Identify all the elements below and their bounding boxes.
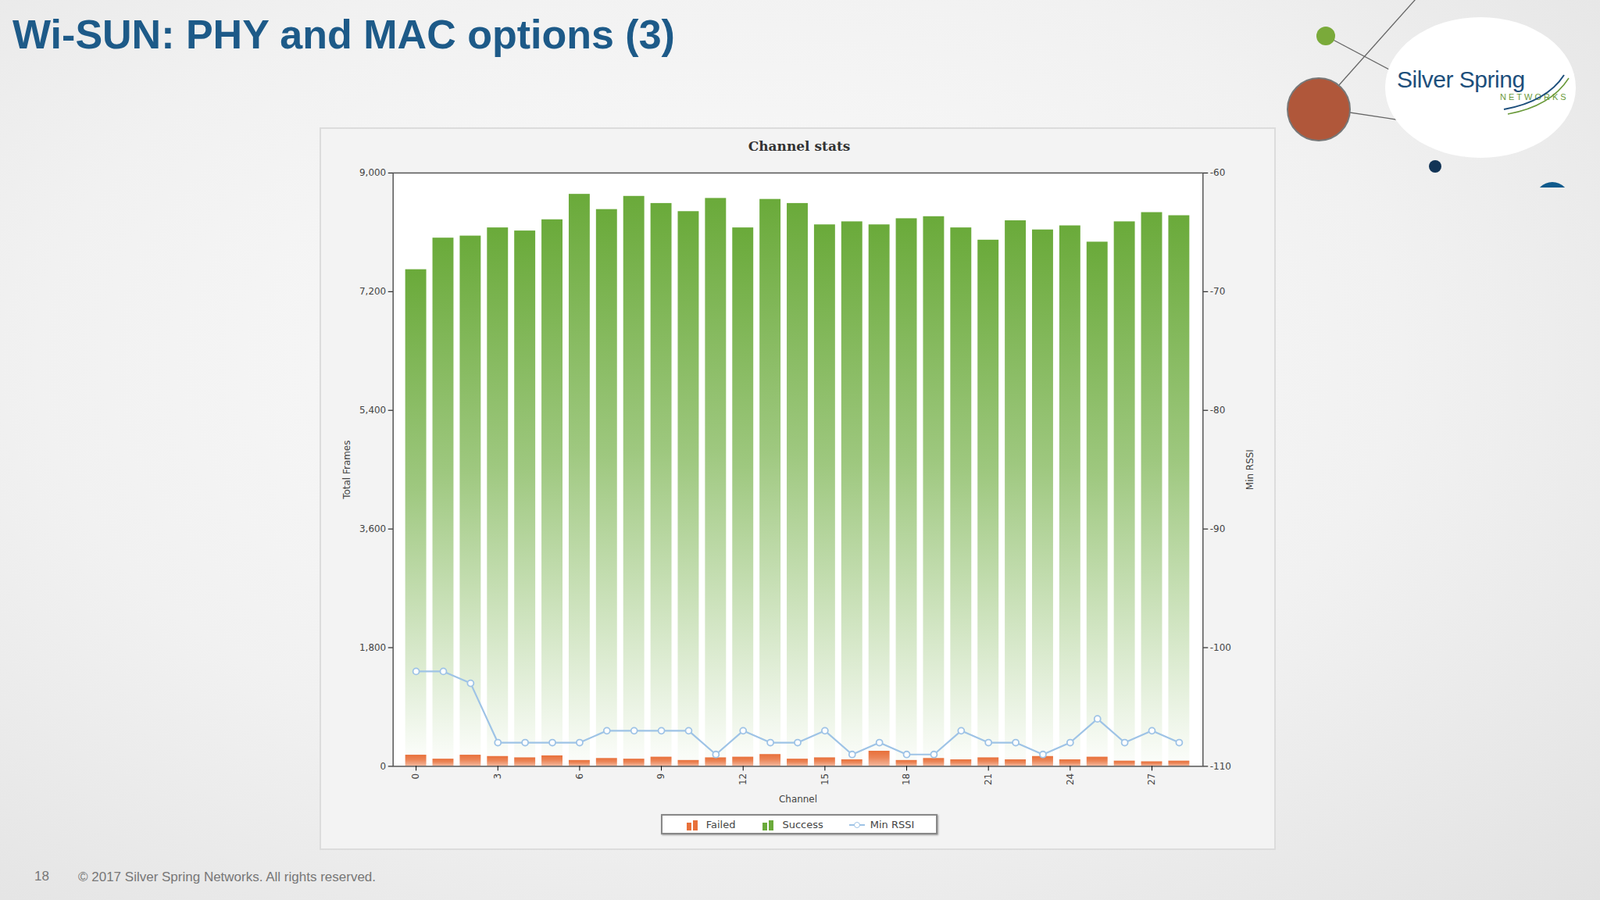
svg-text:18: 18 [900,773,912,786]
svg-text:24: 24 [1064,773,1076,786]
svg-text:5,400: 5,400 [359,404,386,416]
svg-text:NETWORKS: NETWORKS [1500,92,1569,102]
svg-text:1,800: 1,800 [359,642,386,654]
svg-text:12: 12 [737,773,749,786]
svg-text:7,200: 7,200 [359,285,386,297]
html-text:© 2017 Silver Spring Networks.: © 2017 Silver Spring Networks. All right… [78,869,376,885]
svg-text:0: 0 [410,773,422,780]
html-text:Failed: Failed [706,818,736,831]
html-text:Min RSSI: Min RSSI [870,818,915,831]
svg-text:Silver Spring: Silver Spring [1396,66,1525,93]
html-text:18: 18 [34,868,50,884]
svg-text:27: 27 [1146,773,1158,786]
html-text:Wi-SUN: PHY and MAC options (3: Wi-SUN: PHY and MAC options (3) [12,11,675,58]
html-text:Channel stats: Channel stats [748,138,851,154]
svg-text:21: 21 [982,773,994,786]
svg-text:0: 0 [380,760,387,772]
svg-text:3,600: 3,600 [359,523,386,535]
svg-text:9: 9 [655,773,667,780]
svg-text:-90: -90 [1210,523,1226,535]
svg-text:Min RSSI: Min RSSI [1244,449,1256,490]
html-text:Success: Success [782,818,824,831]
svg-text:-70: -70 [1210,285,1226,297]
svg-text:-100: -100 [1210,642,1232,654]
svg-text:-80: -80 [1210,404,1226,416]
svg-text:Total Frames: Total Frames [341,440,353,500]
svg-text:9,000: 9,000 [359,167,386,179]
svg-text:6: 6 [574,773,586,780]
svg-text:-110: -110 [1210,760,1232,772]
svg-text:3: 3 [492,773,504,780]
svg-text:-60: -60 [1210,167,1226,179]
svg-text:15: 15 [819,773,831,786]
svg-text:Channel: Channel [778,793,818,805]
